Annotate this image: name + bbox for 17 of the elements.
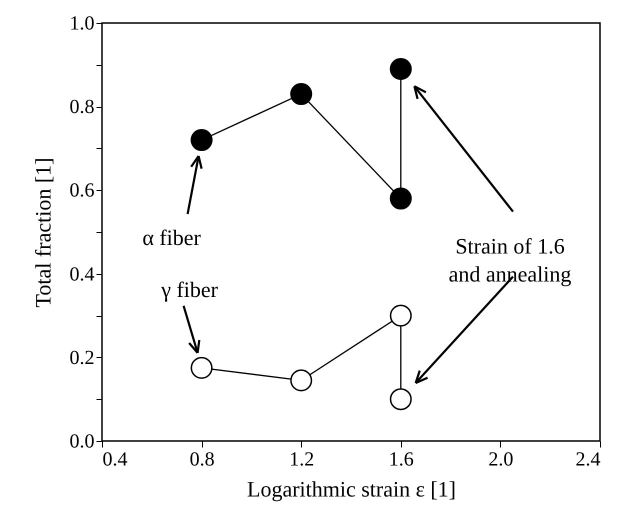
y-tick-label: 0.2: [70, 346, 94, 369]
x-tick-label: 2.4: [576, 448, 600, 470]
x-tick-label: 2.0: [488, 448, 514, 470]
x-tick-label: 1.6: [388, 448, 414, 470]
y-tick-label: 0.8: [70, 96, 94, 118]
y-tick-label: 0.0: [70, 430, 94, 452]
x-axis-title: Logarithmic strain ε [1]: [246, 476, 456, 502]
annotation: α fiber: [142, 225, 202, 250]
y-tick-label: 0.6: [70, 180, 94, 202]
annotation: Strain of 1.6 and annealing: [448, 234, 572, 287]
annotation: γ fiber: [160, 276, 219, 302]
y-tick-label: 0.4: [70, 263, 94, 286]
x-tick-label: 0.4: [102, 448, 128, 470]
x-tick-label: 1.2: [289, 448, 314, 470]
y-axis-title: Total fraction [1]: [30, 158, 56, 308]
y-tick-label: 1.0: [70, 12, 94, 34]
x-tick-label: 0.8: [190, 448, 215, 470]
